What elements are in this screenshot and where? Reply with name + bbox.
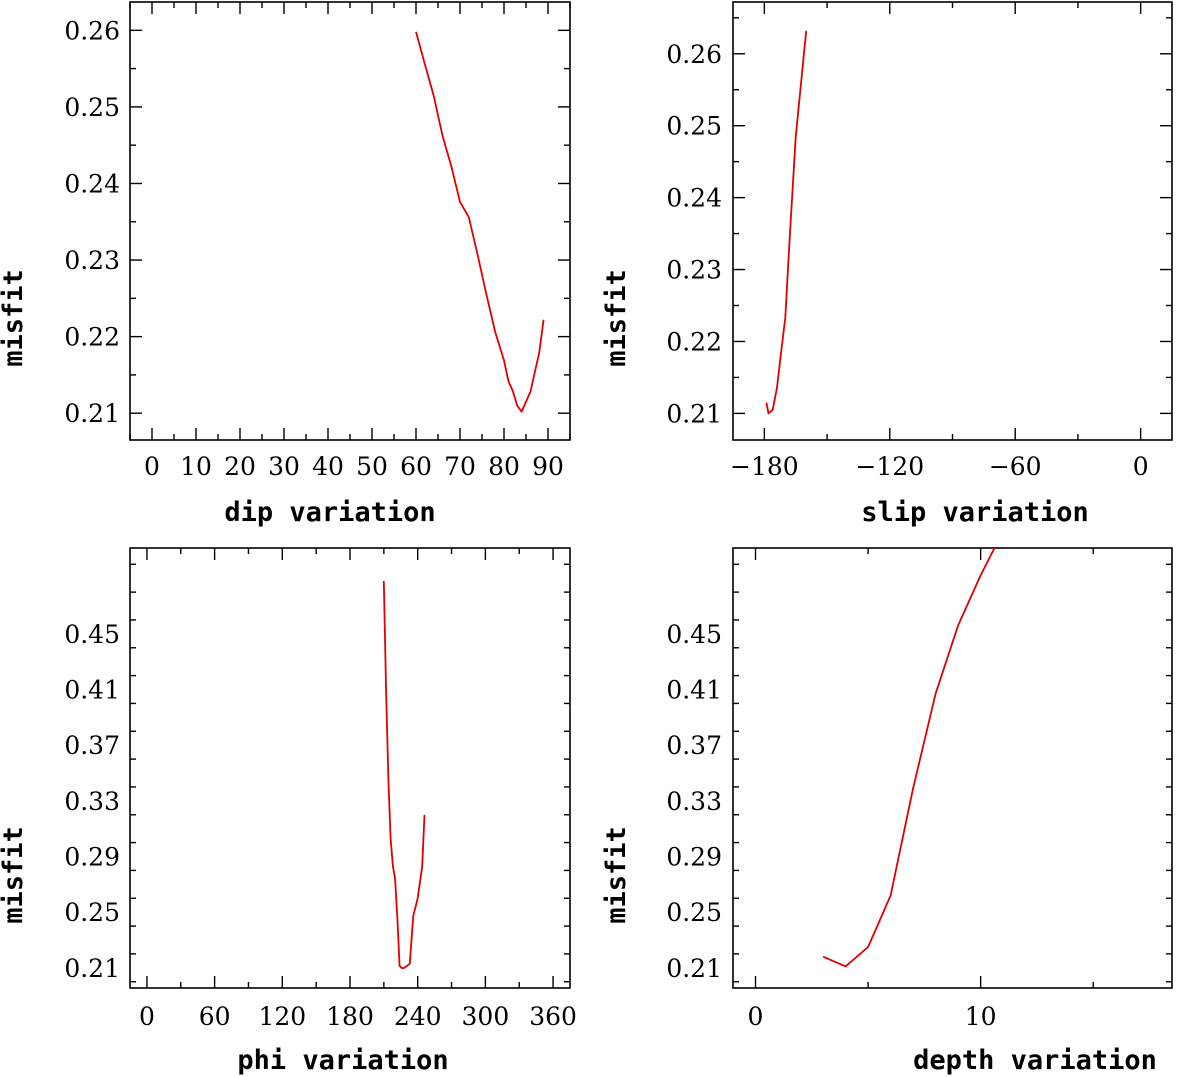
x-tick-label: 240: [394, 1002, 442, 1031]
y-tick-label: 0.45: [666, 620, 722, 649]
y-tick-label: 0.45: [64, 620, 120, 649]
y-tick-label: 0.25: [666, 898, 722, 927]
x-tick-label: 360: [529, 1002, 577, 1031]
y-tick-label: 0.21: [666, 399, 722, 428]
x-tick-label: 60: [199, 1002, 231, 1031]
x-tick-label: 10: [180, 452, 212, 481]
x-tick-label: 40: [312, 452, 344, 481]
y-tick-label: 0.24: [666, 184, 722, 213]
y-tick-label: 0.26: [64, 16, 120, 45]
x-tick-label: 300: [462, 1002, 510, 1031]
y-tick-label: 0.37: [64, 731, 120, 760]
series-line-1: [382, 580, 426, 969]
y-tick-label: 0.29: [64, 843, 120, 872]
y-tick-label: 0.21: [666, 954, 722, 983]
y-tick-label: 0.21: [64, 399, 120, 428]
x-axis-label: depth variation: [913, 1045, 1157, 1076]
y-tick-label: 0.33: [666, 787, 722, 816]
x-tick-label: 50: [356, 452, 388, 481]
y-axis-label: misfit: [601, 269, 632, 367]
x-tick-label: −120: [855, 452, 924, 481]
x-axis-label: slip variation: [861, 497, 1089, 528]
chart-panel-2: −180 −120 −60 0 0.21 0.22 0.23 0.24 0.25 0.26 slip…: [601, 1, 1173, 528]
plot-frame: [732, 1, 1173, 441]
chart-panel-1: 0 10 20 30 40 50 60 70 80 90 0.21 0.22 0.23 0.24 0.25 0…: [0, 1, 571, 528]
y-tick-label: 0.24: [64, 169, 120, 198]
x-axis-label: phi variation: [237, 1045, 448, 1076]
y-tick-label: 0.21: [64, 954, 120, 983]
y-tick-label: 0.33: [64, 787, 120, 816]
x-tick-label: 180: [326, 1002, 374, 1031]
x-tick-label: 80: [488, 452, 520, 481]
x-tick-label: −60: [989, 452, 1042, 481]
x-tick-label: 0: [144, 452, 160, 481]
x-tick-label: 120: [258, 1002, 306, 1031]
x-tick-label: 60: [400, 452, 432, 481]
y-tick-label: 0.29: [666, 843, 722, 872]
chart-panel-3: 0 60 120 180 240 300 360 0.21 0.25 0.29 0.33 0.37 0.…: [0, 547, 577, 1076]
y-tick-label: 0.23: [64, 246, 120, 275]
x-tick-label: −180: [730, 452, 799, 481]
y-tick-label: 0.41: [666, 676, 722, 705]
y-tick-label: 0.22: [64, 323, 120, 352]
y-tick-label: 0.26: [666, 40, 722, 69]
series-line-1: [765, 30, 808, 415]
chart-panel-4: 0 10 0.21 0.25 0.29 0.33 0.37 0.41 0.45 depth var…: [601, 547, 1173, 1076]
x-tick-label: 0: [139, 1002, 155, 1031]
x-tick-label: 0: [1133, 452, 1149, 481]
plot-frame: [129, 1, 571, 441]
y-tick-label: 0.25: [64, 898, 120, 927]
y-tick-label: 0.23: [666, 256, 722, 285]
series-line-1: [822, 548, 996, 968]
plot-frame: [129, 547, 571, 989]
y-tick-label: 0.37: [666, 731, 722, 760]
y-axis-label: misfit: [0, 826, 29, 924]
x-tick-label: 70: [444, 452, 476, 481]
x-tick-label: 90: [532, 452, 564, 481]
x-tick-label: 20: [224, 452, 256, 481]
x-tick-label: 10: [965, 1002, 997, 1031]
x-tick-label: 30: [268, 452, 300, 481]
y-tick-label: 0.22: [666, 327, 722, 356]
plot-frame: [732, 547, 1173, 989]
y-axis-label: misfit: [0, 269, 29, 367]
x-tick-label: 0: [748, 1002, 764, 1031]
y-tick-label: 0.25: [666, 112, 722, 141]
y-tick-label: 0.41: [64, 676, 120, 705]
x-axis-label: dip variation: [224, 497, 435, 528]
y-tick-label: 0.25: [64, 93, 120, 122]
y-axis-label: misfit: [601, 826, 632, 924]
series-line-1: [415, 31, 545, 413]
